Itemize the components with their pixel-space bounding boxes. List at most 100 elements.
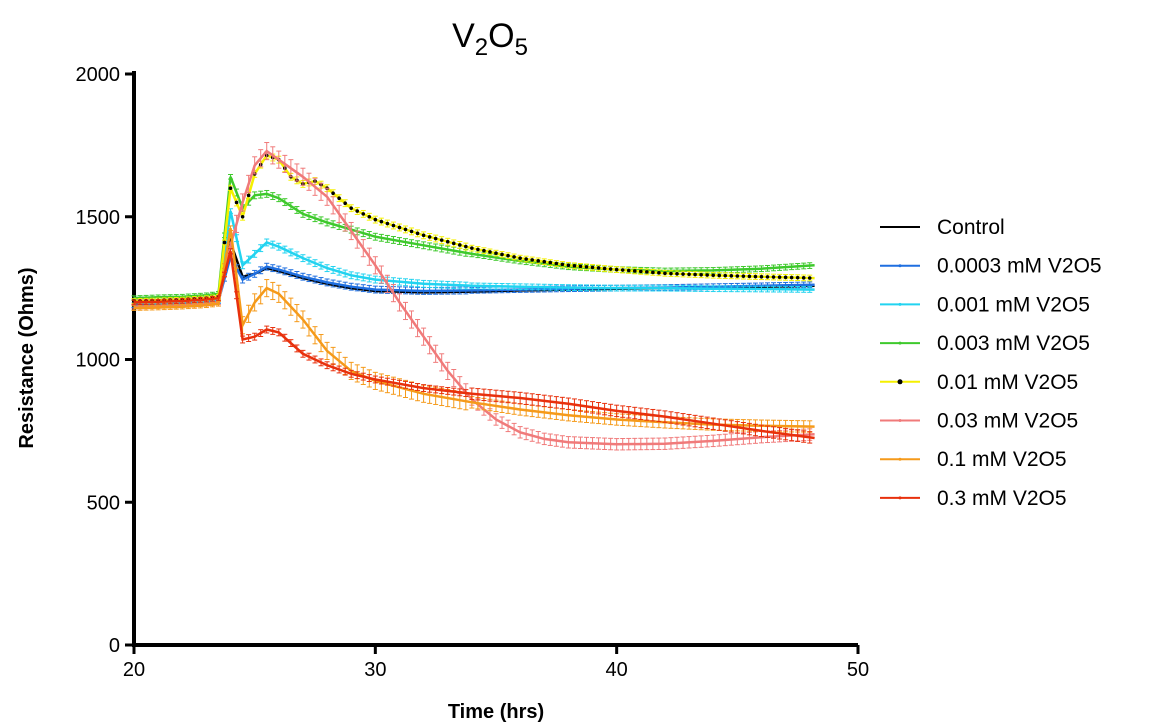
data-point xyxy=(506,253,510,258)
data-point xyxy=(801,276,806,280)
legend-label: 0.03 mM V2O5 xyxy=(937,410,1078,433)
data-point xyxy=(590,265,595,270)
data-point xyxy=(765,275,770,279)
y-axis-label: Resistance (Ohms) xyxy=(16,267,38,448)
data-point xyxy=(349,206,354,210)
chart-title: V2O5 xyxy=(452,17,528,61)
data-point xyxy=(645,270,649,274)
y-tick-label: 0 xyxy=(109,635,120,657)
data-point xyxy=(735,274,740,278)
data-point xyxy=(807,276,812,280)
data-point xyxy=(747,274,752,279)
legend-label: 0.0003 mM V2O5 xyxy=(937,255,1102,278)
legend-marker xyxy=(898,341,902,345)
data-point xyxy=(451,241,456,246)
data-point xyxy=(542,259,547,264)
data-point xyxy=(512,255,516,259)
data-point xyxy=(482,248,486,253)
data-point xyxy=(753,274,758,279)
data-point xyxy=(500,252,504,257)
data-point xyxy=(367,214,372,219)
data-point xyxy=(222,240,227,245)
data-point xyxy=(578,264,583,269)
y-tick-label: 1500 xyxy=(76,207,121,229)
x-tick-label: 30 xyxy=(364,659,386,681)
legend-label: 0.003 mM V2O5 xyxy=(937,332,1090,355)
legend-marker xyxy=(898,302,902,306)
data-point xyxy=(433,236,438,241)
data-point xyxy=(657,271,661,275)
data-point xyxy=(397,225,402,230)
data-point xyxy=(494,251,498,255)
legend-item: 0.001 mM V2O5 xyxy=(880,293,1090,316)
data-point xyxy=(536,259,541,263)
y-tick-label: 1000 xyxy=(76,350,121,372)
data-point xyxy=(488,250,492,254)
legend-item: 0.3 mM V2O5 xyxy=(880,487,1067,510)
data-point xyxy=(669,271,673,276)
data-point xyxy=(711,273,715,278)
legend-marker xyxy=(898,264,902,268)
data-point xyxy=(470,246,474,250)
data-point xyxy=(596,266,601,270)
x-tick-label: 40 xyxy=(606,659,628,681)
data-point xyxy=(355,209,360,213)
data-point xyxy=(717,273,722,278)
data-point xyxy=(228,186,233,190)
legend-item: 0.1 mM V2O5 xyxy=(880,448,1067,471)
data-point xyxy=(741,274,746,278)
data-point xyxy=(663,271,667,276)
data-point xyxy=(234,200,239,205)
legend-item: 0.01 mM V2O5 xyxy=(880,371,1078,394)
data-point xyxy=(458,243,462,247)
data-point xyxy=(608,267,613,271)
data-point xyxy=(331,191,335,195)
data-point xyxy=(572,264,577,268)
x-axis-label: Time (hrs) xyxy=(448,701,544,723)
data-point xyxy=(626,268,631,273)
data-point xyxy=(240,214,245,219)
data-point xyxy=(445,239,450,244)
legend-marker xyxy=(898,457,902,461)
data-point xyxy=(409,229,414,234)
data-point xyxy=(729,274,734,278)
data-point xyxy=(632,269,637,273)
plot-area xyxy=(131,142,815,451)
data-point xyxy=(464,244,468,249)
data-point xyxy=(602,266,607,271)
data-point xyxy=(415,231,420,236)
data-point xyxy=(777,275,782,279)
data-point xyxy=(337,196,341,200)
legend-marker xyxy=(897,379,903,385)
series-2 xyxy=(131,208,815,307)
data-point xyxy=(427,235,432,239)
data-point xyxy=(620,268,625,272)
data-point xyxy=(783,275,788,280)
legend-item: Control xyxy=(880,216,1005,239)
data-point xyxy=(476,247,480,252)
legend: Control 0.0003 mM V2O5 0.001 mM V2O5 0.003 … xyxy=(880,216,1102,510)
data-point xyxy=(705,273,709,277)
legend-marker xyxy=(898,496,902,500)
data-point xyxy=(518,256,522,260)
y-tick-label: 500 xyxy=(87,492,120,514)
data-point xyxy=(651,270,655,275)
data-point xyxy=(343,201,347,205)
data-point xyxy=(771,275,776,279)
data-point xyxy=(699,272,703,277)
data-point xyxy=(373,217,378,222)
legend-item: 0.003 mM V2O5 xyxy=(880,332,1090,355)
series-7 xyxy=(131,248,815,444)
data-point xyxy=(723,273,728,278)
data-point xyxy=(361,212,366,216)
y-tick-label: 2000 xyxy=(76,64,121,86)
legend-label: Control xyxy=(937,216,1005,239)
legend-label: 0.3 mM V2O5 xyxy=(937,487,1067,510)
legend-label: 0.01 mM V2O5 xyxy=(937,371,1078,394)
data-point xyxy=(391,223,396,228)
data-point xyxy=(421,233,426,238)
data-point xyxy=(379,219,384,224)
title-text: O xyxy=(488,17,514,55)
